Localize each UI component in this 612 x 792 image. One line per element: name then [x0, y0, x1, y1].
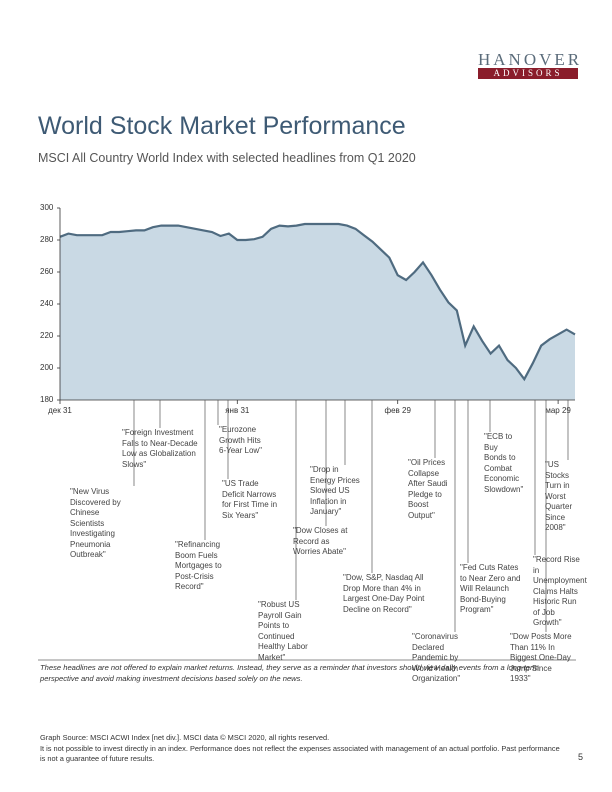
note: These headlines are not offered to expla…: [40, 663, 539, 683]
headline: "Robust US Payroll Gain Points to Contin…: [258, 600, 308, 662]
y-tick-label: 260: [40, 267, 54, 276]
y-tick-label: 220: [40, 331, 54, 340]
headline: "Refinancing Boom Fuels Mortgages to Pos…: [175, 540, 222, 591]
x-tick-label: мар 29: [545, 406, 571, 415]
headline: "Dow, S&P, Nasdaq All Drop More than 4% …: [343, 573, 425, 614]
area: [60, 224, 575, 400]
headline: "New Virus Discovered by Chinese Scienti…: [70, 487, 121, 559]
line: [59, 222, 576, 382]
headline: "Drop in Energy Prices Slowed US Inflati…: [310, 465, 360, 516]
title: World Stock Market Performance: [38, 112, 406, 140]
headline: "Fed Cuts Rates to Near Zero and Will Re…: [460, 563, 521, 614]
headline: "Foreign Investment Falls to Near-Decade…: [122, 428, 198, 469]
y-tick-label: 180: [40, 395, 54, 404]
y-tick-label: 300: [40, 203, 54, 212]
subtitle: MSCI All Country World Index with select…: [38, 151, 416, 165]
y-tick-label: 240: [40, 299, 54, 308]
logo-top: HANOVER: [478, 50, 583, 69]
headline: "ECB to Buy Bonds to Combat Economic Slo…: [484, 432, 524, 494]
disclaimer: It is not possible to invest directly in…: [40, 744, 560, 763]
headline: "Dow Posts More Than 11% In Biggest One-…: [510, 632, 572, 683]
headline: "Dow Closes at Record as Worries Abate": [293, 526, 348, 556]
y-tick-label: 280: [40, 235, 54, 244]
x-tick-label: фев 29: [385, 406, 412, 415]
headline: "US Trade Deficit Narrows for First Time…: [222, 479, 278, 520]
logo-bottom: ADVISORS: [478, 68, 578, 79]
page-number: 5: [578, 752, 584, 762]
headline: "Coronavirus Declared Pandemic by World …: [412, 632, 461, 683]
x-tick-label: дек 31: [48, 406, 72, 415]
source: Graph Source: MSCI ACWI Index [net div.]…: [40, 733, 330, 742]
headline: "Oil Prices Collapse After Saudi Pledge …: [408, 458, 448, 520]
x-tick-label: янв 31: [225, 406, 250, 415]
headline: "Record Rise in Unemployment Claims Halt…: [533, 555, 587, 627]
y-tick-label: 200: [40, 363, 54, 372]
headline: "Eurozone Growth Hits 6-Year Low": [219, 425, 263, 455]
headline: "US Stocks Turn in Worst Quarter Since 2…: [545, 460, 573, 532]
